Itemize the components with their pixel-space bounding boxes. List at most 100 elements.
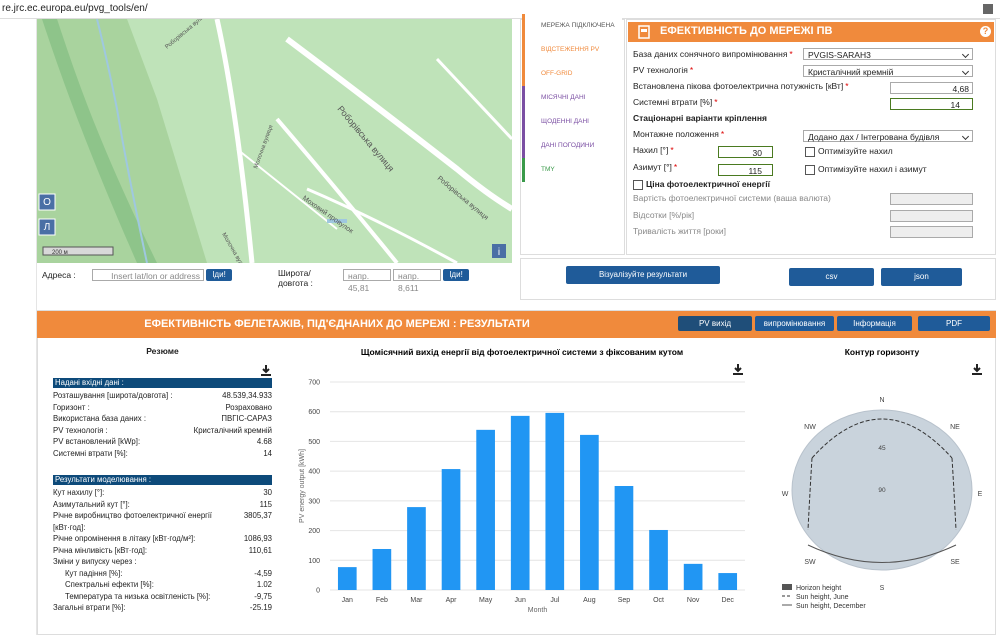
input[interactable]: Додано дах / Інтегрована будівля — [803, 130, 973, 142]
checkbox-label: Оптимізуйте нахил — [818, 146, 893, 156]
go-button[interactable]: Іди! — [206, 269, 232, 281]
x-tick-label: Jan — [342, 597, 353, 604]
field-label: Вартість фотоелектричної системи (ваша в… — [633, 193, 831, 203]
bar — [580, 434, 599, 590]
layer-button[interactable] — [38, 193, 56, 211]
translate-icon[interactable] — [982, 3, 994, 15]
summary: Надані вхідні дані : Розташування [широта… — [53, 376, 272, 614]
summary-key: Азимутальний кут [°]: — [53, 499, 130, 509]
summary-section: Результати моделювання : — [53, 475, 272, 485]
map[interactable]: Роборівська вулиця Роборівська вулиця Мо… — [37, 19, 512, 263]
results-button[interactable]: PV вихід — [678, 316, 752, 331]
y-tick-label: 600 — [308, 409, 320, 416]
direction-label: E — [978, 491, 983, 498]
x-tick-label: May — [479, 597, 493, 604]
input[interactable] — [890, 193, 973, 205]
summary-row: Спектральні ефекти [%]: 1.02 — [53, 579, 272, 591]
summary-row: Загальні втрати [%]: -25.19 — [53, 602, 272, 614]
summary-row: Кут нахилу [°]: 30 — [53, 487, 272, 499]
required-mark: * — [689, 65, 694, 75]
summary-key: Річна мінливість [кВт·год]: — [53, 545, 148, 555]
checkbox[interactable] — [633, 180, 643, 190]
element — [327, 219, 347, 223]
help-button[interactable]: ? — [980, 26, 991, 37]
button-label: Інформація — [853, 319, 896, 328]
bar — [441, 469, 461, 590]
summary-key: Розташування [широта/довгота] : — [53, 391, 173, 400]
tab[interactable]: ДАНІ ПОГОДИНИ — [522, 134, 622, 158]
results-button[interactable]: Інформація — [837, 316, 912, 331]
tab[interactable]: OFF-GRID — [522, 62, 622, 86]
summary-key: Річне виробництво фотоелектричної енергі… — [53, 511, 212, 532]
tab[interactable]: МІСЯЧНІ ДАНІ — [522, 86, 622, 110]
download-icon[interactable] — [972, 364, 982, 375]
label-text: Монтажне положення — [633, 129, 719, 139]
x-tick-label: Dec — [721, 597, 734, 604]
summary-value: -9,75 — [254, 591, 272, 601]
label-text: Тривалість життя [роки] — [633, 226, 726, 236]
input[interactable]: 30 — [718, 146, 773, 158]
checkbox[interactable] — [805, 165, 815, 175]
go-button[interactable]: Іди! — [443, 269, 469, 281]
tab[interactable]: ВІДСТЕЖЕННЯ PV — [522, 38, 622, 62]
tab[interactable]: МЕРЕЖА ПІДКЛЮЧЕНА — [522, 14, 622, 38]
csv-button[interactable]: csv — [789, 268, 874, 286]
summary-value: 1.02 — [256, 580, 272, 589]
input[interactable]: 14 — [890, 98, 973, 110]
legend-swatch — [782, 584, 792, 590]
bar — [683, 563, 703, 590]
element — [641, 29, 647, 32]
url[interactable]: re.jrc.ec.europa.eu/pvg_tools/en/ — [2, 3, 148, 14]
sun-december — [807, 544, 957, 563]
summary-key: Використана база даних : — [53, 414, 146, 423]
download-icon[interactable] — [733, 364, 743, 375]
info-button[interactable] — [492, 244, 506, 258]
direction-label: SE — [950, 559, 960, 566]
input[interactable]: 115 — [718, 164, 773, 176]
visualize-button[interactable]: Візуалізуйте результати — [566, 266, 720, 284]
summary-row: PV технологія : Кристалічний кремній — [53, 425, 272, 437]
map-scale — [42, 246, 114, 256]
results-button[interactable]: PDF — [918, 316, 990, 331]
input[interactable] — [890, 210, 973, 222]
input[interactable]: PVGIS-SARAH3 — [803, 48, 973, 60]
direction-label: SW — [804, 559, 816, 566]
label-text: База даних сонячного випромінювання — [633, 49, 788, 59]
layer-button[interactable] — [38, 218, 56, 236]
summary-value: 3805,37 — [243, 511, 272, 520]
form-icon — [638, 25, 650, 39]
bar — [614, 486, 634, 590]
legend-label: Horizon height — [796, 585, 841, 592]
button-label: json — [914, 272, 929, 281]
checkbox[interactable] — [805, 147, 815, 157]
json-button[interactable]: json — [881, 268, 962, 286]
summary-row: Системні втрати [%]: 14 — [53, 448, 272, 460]
direction-label: N — [879, 397, 884, 404]
results-title: ЕФЕКТИВНІСТЬ ФЕЛЕТАЖІВ, ПІД'ЄДНАНИХ ДО М… — [144, 318, 530, 330]
input[interactable]: 4,68 — [890, 82, 973, 94]
summary-key: Температура та низька освітленість [%]: — [65, 591, 211, 601]
latlon-label: Широта/довгота : — [278, 268, 313, 288]
lon-input[interactable]: напр. 8,611 — [393, 269, 441, 293]
side-strip — [0, 19, 37, 635]
required-mark: * — [720, 129, 725, 139]
x-tick-label: Nov — [687, 597, 700, 604]
tab[interactable]: ЩОДЕННІ ДАНІ — [522, 110, 622, 134]
summary-value: 1086,93 — [243, 534, 272, 543]
tab[interactable]: TMY — [522, 158, 622, 182]
address-input[interactable]: Insert lat/lon or address — [92, 269, 204, 281]
sun-june — [951, 457, 957, 531]
required-mark: * — [789, 49, 793, 59]
checkbox-label: Оптимізуйте нахил і азимут — [818, 164, 927, 174]
download-icon[interactable] — [260, 364, 272, 376]
summary-row: Кут падіння [%]: -4,59 — [53, 568, 272, 580]
results-button[interactable]: випромінювання — [755, 316, 834, 331]
lat-input[interactable]: напр. 45,81 — [343, 269, 391, 293]
input[interactable]: Кристалічний кремній — [803, 65, 973, 77]
map-scale-label: 200 м — [52, 250, 68, 256]
direction-label: W — [782, 491, 789, 498]
browser-bar: re.jrc.ec.europa.eu/pvg_tools/en/ — [0, 0, 1000, 19]
element — [435, 57, 512, 141]
summary-row: Використана база даних : ПВГІС-САРАЗ — [53, 413, 272, 425]
input[interactable] — [890, 226, 973, 238]
